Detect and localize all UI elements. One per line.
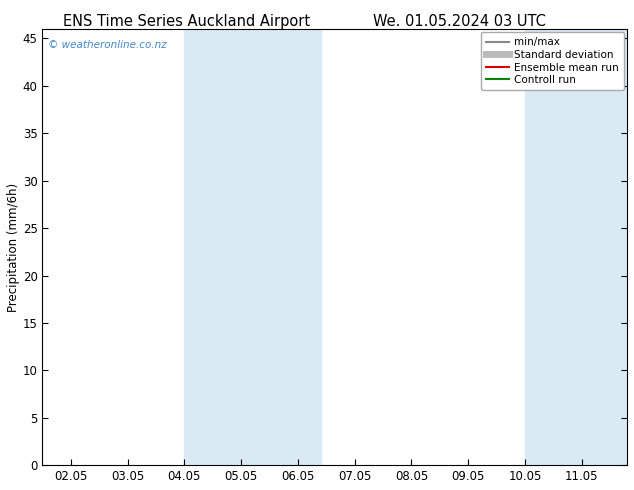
- Text: © weatheronline.co.nz: © weatheronline.co.nz: [48, 40, 167, 50]
- Legend: min/max, Standard deviation, Ensemble mean run, Controll run: min/max, Standard deviation, Ensemble me…: [481, 32, 624, 90]
- Text: ENS Time Series Auckland Airport: ENS Time Series Auckland Airport: [63, 14, 311, 29]
- Text: We. 01.05.2024 03 UTC: We. 01.05.2024 03 UTC: [373, 14, 546, 29]
- Y-axis label: Precipitation (mm/6h): Precipitation (mm/6h): [7, 183, 20, 312]
- Bar: [184, 29, 321, 465]
- Bar: [525, 29, 627, 465]
